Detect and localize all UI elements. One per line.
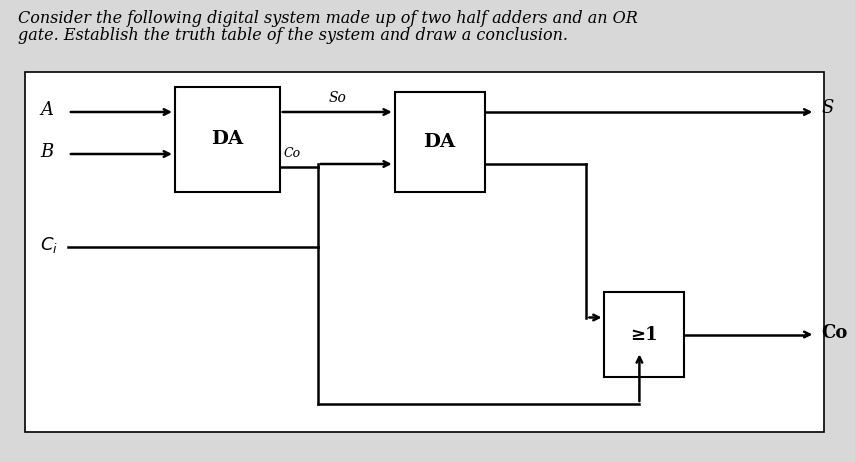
Text: $C_i$: $C_i$ <box>40 235 58 255</box>
Bar <box>604 292 684 377</box>
Text: Co: Co <box>284 147 301 160</box>
Text: DA: DA <box>423 133 456 151</box>
Bar <box>25 72 824 432</box>
Text: ≥1: ≥1 <box>631 326 658 344</box>
Text: A: A <box>40 101 53 119</box>
Text: DA: DA <box>211 130 244 148</box>
Text: Co: Co <box>822 323 847 341</box>
Text: S: S <box>822 99 834 117</box>
Text: Consider the following digital system made up of two half adders and an OR: Consider the following digital system ma… <box>18 10 638 27</box>
Bar <box>395 92 485 192</box>
Text: gate. Establish the truth table of the system and draw a conclusion.: gate. Establish the truth table of the s… <box>18 27 568 44</box>
Text: B: B <box>40 143 53 161</box>
Bar <box>174 87 280 192</box>
Text: So: So <box>328 91 346 105</box>
